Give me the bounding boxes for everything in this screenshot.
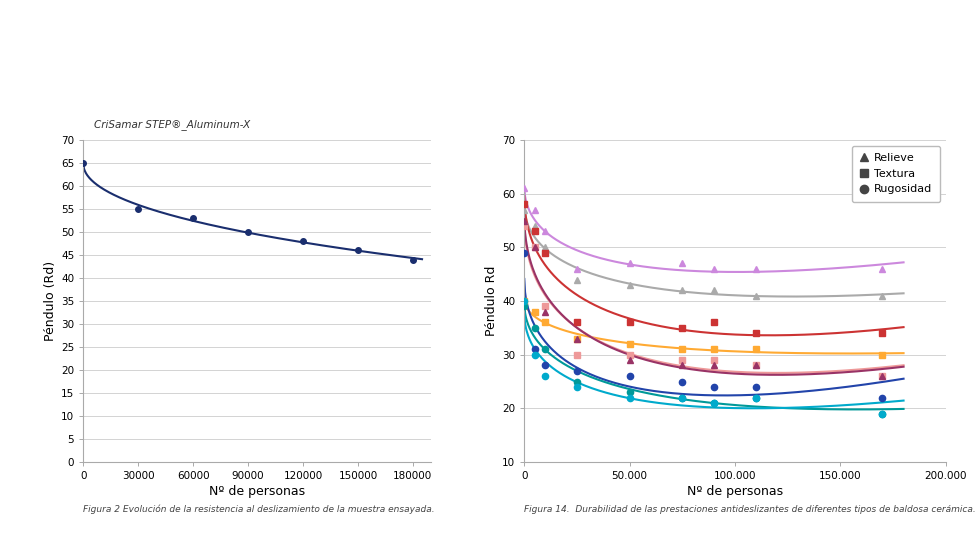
Text: Figura 2 Evolución de la resistencia al deslizamiento de la muestra ensayada.: Figura 2 Evolución de la resistencia al … xyxy=(83,505,435,514)
X-axis label: Nº de personas: Nº de personas xyxy=(687,485,783,498)
Y-axis label: Péndulo (Rd): Péndulo (Rd) xyxy=(44,261,57,341)
Text: Figura 14.  Durabilidad de las prestaciones antideslizantes de diferentes tipos : Figura 14. Durabilidad de las prestacion… xyxy=(524,505,976,514)
Y-axis label: Péndulo Rd: Péndulo Rd xyxy=(485,266,498,336)
Text: CriSamar STEP®_Aluminum-X: CriSamar STEP®_Aluminum-X xyxy=(94,119,250,130)
X-axis label: Nº de personas: Nº de personas xyxy=(209,485,306,498)
Legend: Relieve, Textura, Rugosidad: Relieve, Textura, Rugosidad xyxy=(852,146,940,202)
